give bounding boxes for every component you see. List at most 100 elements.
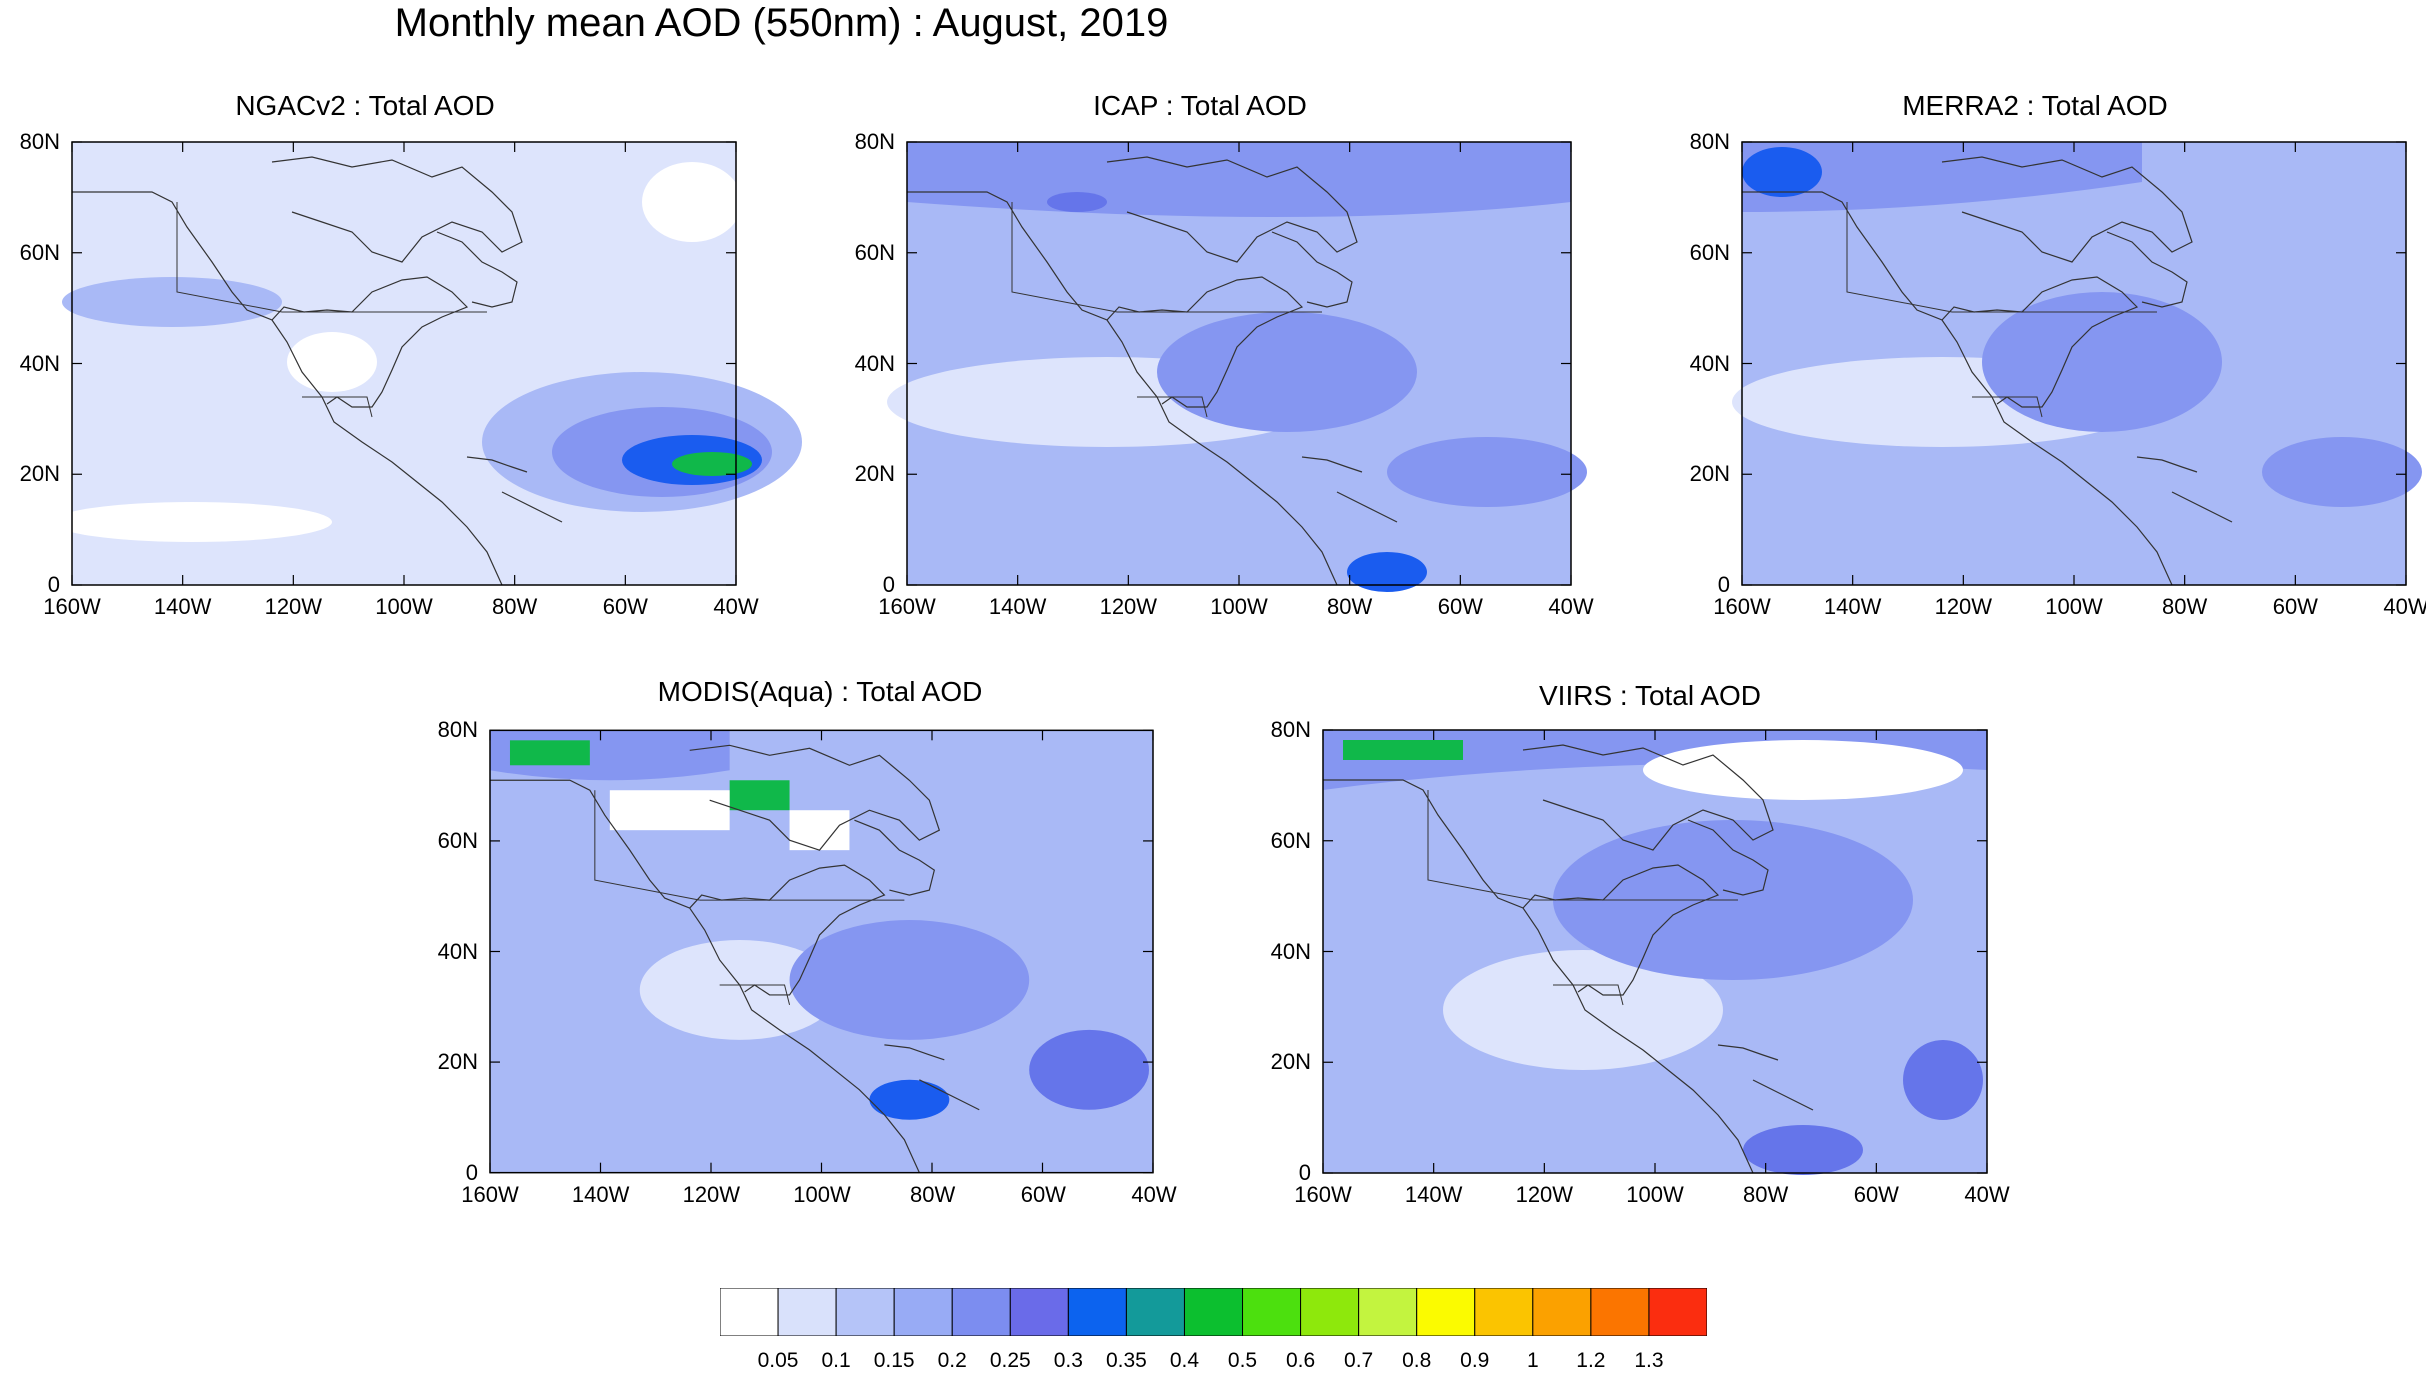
lat-tick-label: 20N — [1270, 1049, 1311, 1075]
aod-region-low — [639, 940, 840, 1040]
lat-tick-label: 60N — [1270, 827, 1311, 853]
coastlines — [907, 156, 1398, 586]
lat-tick-label: 80N — [854, 129, 895, 154]
lon-tick-label: 120W — [1099, 594, 1158, 619]
borders — [1846, 202, 2157, 418]
coastlines — [72, 156, 563, 586]
panel-title-viirs: VIIRS : Total AOD — [1538, 680, 1762, 711]
aod-field — [1323, 730, 1987, 1175]
colorbar-swatch — [835, 1288, 895, 1336]
aod-region-samerica — [1743, 1125, 1863, 1175]
colorbar-label: 0.15 — [873, 1349, 915, 1372]
lon-tick-label: 120W — [264, 594, 323, 619]
lon-tick-label: 60W — [602, 594, 648, 619]
aod-region-dust — [1029, 1029, 1150, 1110]
colorbar-swatch — [1416, 1288, 1476, 1336]
colorbar-label: 0.4 — [1169, 1349, 1200, 1372]
lon-tick-label: 40W — [713, 594, 759, 619]
borders — [176, 202, 487, 418]
aod-region-arctic — [907, 142, 1571, 217]
aod-region-clean-arctic — [642, 162, 742, 242]
map-panel-modis — [489, 729, 1154, 1174]
colorbar-label: 0.9 — [1460, 1349, 1490, 1372]
aod-region-missing-arctic — [1643, 740, 1963, 800]
tick-marks — [906, 141, 1572, 586]
aod-region-east-us — [789, 920, 1030, 1040]
colorbar-swatch — [1474, 1288, 1534, 1336]
lon-tick-label: 160W — [878, 594, 936, 619]
lon-tick-label: 40W — [2383, 594, 2426, 619]
coastlines — [1742, 156, 2233, 586]
colorbar-label: 0.35 — [1105, 1349, 1147, 1372]
lat-tick-label: 40N — [1270, 938, 1311, 964]
lon-tick-label: 120W — [1934, 594, 1993, 619]
lon-tick-label: 160W — [43, 594, 101, 619]
lon-tick-label: 80W — [1327, 594, 1373, 619]
aod-region-clean-pacific — [52, 502, 332, 542]
aod-region-fire-2 — [729, 780, 790, 811]
lat-tick-label: 60N — [19, 239, 60, 265]
lon-tick-label: 120W — [682, 1182, 741, 1207]
colorbar-label: 0.1 — [821, 1349, 851, 1372]
aod-field — [1732, 142, 2422, 585]
colorbar-swatch — [893, 1288, 953, 1336]
aod-region-dust — [2262, 437, 2422, 507]
lon-tick-label: 140W — [1823, 594, 1882, 619]
lat-tick-label: 40N — [854, 350, 895, 376]
aod-region-fire-1 — [1343, 740, 1463, 760]
colorbar-swatch — [951, 1288, 1011, 1336]
aod-region-samerica — [1347, 552, 1427, 592]
aod-region-dust — [1903, 1040, 1983, 1120]
lon-tick-label: 140W — [1404, 1182, 1463, 1207]
lat-tick-label: 0 — [465, 1160, 478, 1185]
lat-tick-label: 20N — [19, 461, 60, 487]
lat-tick-label: 40N — [19, 350, 60, 376]
colorbar-label: 0.2 — [937, 1349, 967, 1372]
aod-region-dust — [1387, 437, 1587, 507]
lat-tick-label: 60N — [437, 827, 478, 853]
lon-tick-label: 160W — [461, 1182, 519, 1207]
lat-tick-label: 60N — [854, 239, 895, 265]
colorbar-label: 0.8 — [1402, 1349, 1432, 1372]
lat-tick-label: 80N — [437, 717, 478, 742]
colorbar-swatch — [1358, 1288, 1418, 1336]
colorbar-swatch — [777, 1288, 837, 1336]
colorbar-swatch — [1242, 1288, 1302, 1336]
colorbar-label: 0.3 — [1053, 1349, 1083, 1372]
colorbar-label: 0.25 — [989, 1349, 1031, 1372]
lon-tick-label: 40W — [1964, 1182, 2010, 1207]
lon-tick-label: 60W — [1437, 594, 1483, 619]
lon-tick-label: 100W — [1210, 594, 1268, 619]
panel-title-ngac: NGACv2 : Total AOD — [235, 90, 495, 121]
lat-tick-label: 20N — [437, 1049, 478, 1075]
map-panel-viirs — [1322, 729, 1988, 1175]
figure-title: Monthly mean AOD (550nm) : August, 2019 — [394, 1, 1169, 45]
coastlines — [490, 744, 980, 1173]
lat-tick-label: 80N — [19, 129, 60, 154]
coastlines — [1323, 744, 1814, 1174]
tick-marks — [1741, 141, 2407, 586]
lon-tick-label: 80W — [492, 594, 538, 619]
lat-tick-label: 0 — [47, 572, 60, 597]
lon-tick-label: 60W — [1020, 1182, 1066, 1207]
lat-tick-label: 0 — [1298, 1160, 1311, 1185]
colorbar-label: 1 — [1526, 1349, 1539, 1372]
colorbar-swatch — [1009, 1288, 1069, 1336]
lat-tick-label: 60N — [1689, 239, 1730, 265]
lat-tick-label: 0 — [882, 572, 895, 597]
borders — [594, 790, 905, 1006]
lat-tick-label: 20N — [854, 461, 895, 487]
map-panel-icap — [887, 141, 1587, 592]
colorbar-label: 0.6 — [1285, 1349, 1316, 1372]
lon-tick-label: 160W — [1294, 1182, 1352, 1207]
aod-region-pacific-band — [62, 277, 282, 327]
lon-tick-label: 140W — [153, 594, 212, 619]
colorbar-swatch — [1300, 1288, 1360, 1336]
lat-tick-label: 40N — [437, 938, 478, 964]
lon-tick-label: 60W — [2272, 594, 2318, 619]
lon-tick-label: 100W — [793, 1182, 851, 1207]
borders — [1427, 790, 1738, 1006]
lon-tick-label: 100W — [2045, 594, 2103, 619]
aod-field — [887, 142, 1587, 592]
colorbar-swatch — [1648, 1288, 1707, 1336]
